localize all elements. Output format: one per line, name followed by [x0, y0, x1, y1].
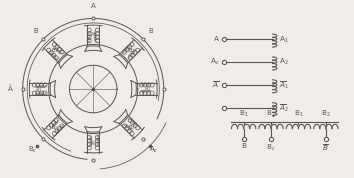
Text: B$_2$: B$_2$	[266, 109, 276, 119]
Text: B$_2$: B$_2$	[321, 109, 331, 119]
Text: Ā$_1$: Ā$_1$	[35, 84, 42, 94]
Text: A$_2$: A$_2$	[90, 139, 97, 148]
Text: B$_2$: B$_2$	[51, 123, 58, 132]
Text: A: A	[214, 36, 219, 43]
Text: B: B	[241, 143, 246, 149]
Text: B$_2$: B$_2$	[128, 46, 135, 55]
Text: $\overline{A}$: $\overline{A}$	[212, 80, 219, 90]
Text: B$_3$: B$_3$	[128, 123, 135, 132]
Text: B: B	[148, 28, 153, 34]
Text: B$_1$: B$_1$	[51, 46, 58, 55]
Text: B$_c$: B$_c$	[266, 143, 276, 153]
Text: B$_1$: B$_1$	[239, 109, 249, 119]
Text: B$_c$: B$_c$	[28, 145, 37, 155]
Text: A$_2$: A$_2$	[279, 57, 289, 67]
Text: Ā: Ā	[8, 86, 13, 92]
Text: B: B	[33, 28, 38, 34]
Text: B$_1$: B$_1$	[293, 109, 303, 119]
Text: A$_1$: A$_1$	[279, 34, 289, 44]
Text: A$_c$: A$_c$	[149, 145, 159, 155]
Text: $\overline{A}_2$: $\overline{A}_2$	[279, 102, 290, 114]
Text: $\overline{B}$: $\overline{B}$	[322, 143, 329, 153]
Text: A$_1$: A$_1$	[144, 85, 151, 93]
Text: $\overline{A}_1$: $\overline{A}_1$	[279, 79, 290, 91]
Text: A$_c$: A$_c$	[210, 57, 219, 67]
Text: A$_1$: A$_1$	[90, 30, 97, 39]
Text: A: A	[91, 3, 96, 9]
